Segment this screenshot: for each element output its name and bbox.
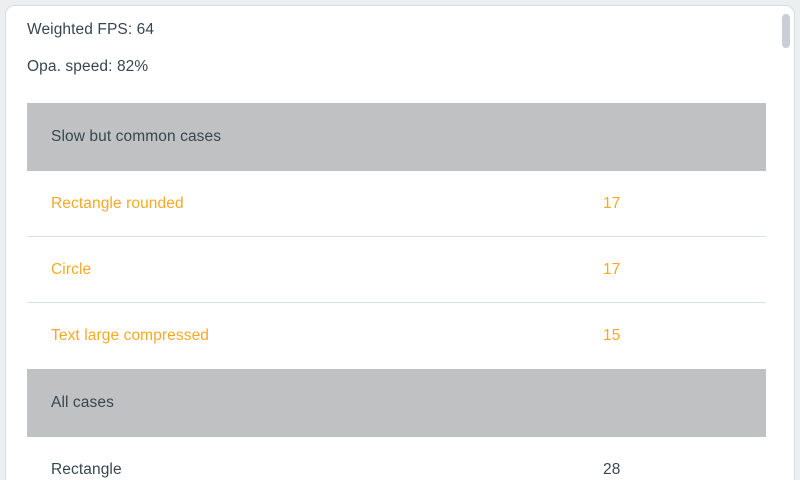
section-title: All cases <box>51 394 114 411</box>
row-label: Rectangle <box>51 460 122 478</box>
row-label: Text large compressed <box>51 327 210 344</box>
scrollbar-thumb[interactable] <box>782 14 790 48</box>
section-title: Slow but common cases <box>51 128 222 145</box>
table-row[interactable]: Text large compressed 15 <box>27 303 766 369</box>
scrollbar-track[interactable] <box>781 10 791 480</box>
row-label: Rectangle rounded <box>51 194 184 212</box>
row-label: Circle <box>51 260 92 278</box>
row-value: 28 <box>603 460 621 478</box>
weighted-fps-label: Weighted FPS: 64 <box>27 21 155 38</box>
row-value: 15 <box>603 327 621 344</box>
stats-header: Weighted FPS: 64 Opa. speed: 82% <box>6 6 794 103</box>
section-header-slow-but-common-cases: Slow but common cases <box>27 103 766 171</box>
row-value: 17 <box>603 260 621 278</box>
table-row[interactable]: Circle 17 <box>27 237 766 303</box>
opa-speed-label: Opa. speed: 82% <box>27 57 149 75</box>
section-header-all-cases: All cases <box>27 369 766 437</box>
row-value: 17 <box>603 194 621 212</box>
table-row[interactable]: Rectangle rounded 17 <box>27 171 766 237</box>
scroll-container[interactable]: Weighted FPS: 64 Opa. speed: 82% Slow bu… <box>6 6 794 480</box>
benchmark-card: Weighted FPS: 64 Opa. speed: 82% Slow bu… <box>5 5 795 480</box>
table-row[interactable]: Rectangle 28 <box>27 437 766 480</box>
